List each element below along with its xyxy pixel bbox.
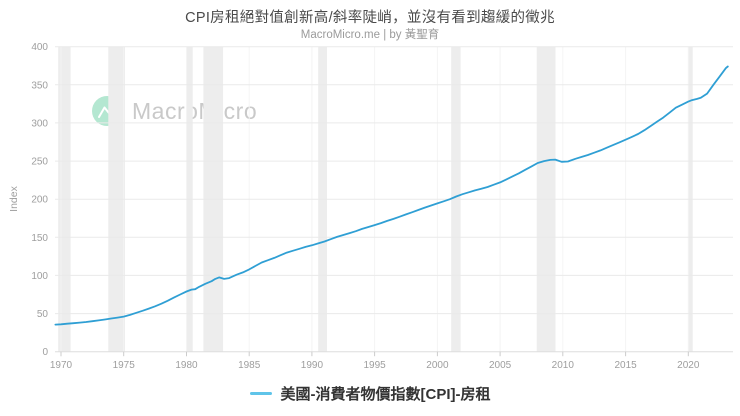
legend-label: 美國-消費者物價指數[CPI]-房租 (280, 385, 491, 403)
y-tick-label: 350 (31, 80, 48, 91)
x-tick-label: 1990 (301, 360, 324, 371)
legend[interactable]: 美國-消費者物價指數[CPI]-房租 (0, 381, 740, 405)
y-tick-label: 150 (31, 233, 48, 244)
x-tick-label: 2020 (677, 360, 700, 371)
legend-line-marker (249, 391, 272, 395)
x-tick-label: 2015 (614, 360, 637, 371)
x-tick-label: 1980 (175, 360, 198, 371)
y-tick-label: 200 (31, 195, 48, 206)
x-tick-label: 1995 (363, 360, 386, 371)
y-tick-label: 100 (31, 271, 48, 282)
chart-title: CPI房租絕對值創新高/斜率陡峭，並沒有看到趨緩的徵兆 (185, 10, 555, 26)
x-tick-label: 2010 (552, 360, 575, 371)
x-tick-label: 2000 (426, 360, 449, 371)
y-tick-label: 0 (42, 347, 48, 358)
y-tick-label: 50 (37, 309, 49, 320)
x-tick-label: 1985 (238, 360, 261, 371)
y-tick-label: 300 (31, 118, 48, 129)
series-line[interactable] (54, 65, 729, 326)
y-tick-label: 400 (31, 42, 48, 53)
x-tick-label: 1975 (113, 360, 136, 371)
chart-subtitle: MacroMicro.me | by 黃聖育 (300, 29, 440, 41)
y-tick-label: 250 (31, 157, 48, 168)
x-tick-label: 1970 (50, 360, 73, 371)
x-tick-label: 2005 (489, 360, 512, 371)
chart-canvas[interactable]: 0 50 100 150 200 250 300 350 400 1970 1975 1980 1985… (0, 0, 740, 380)
